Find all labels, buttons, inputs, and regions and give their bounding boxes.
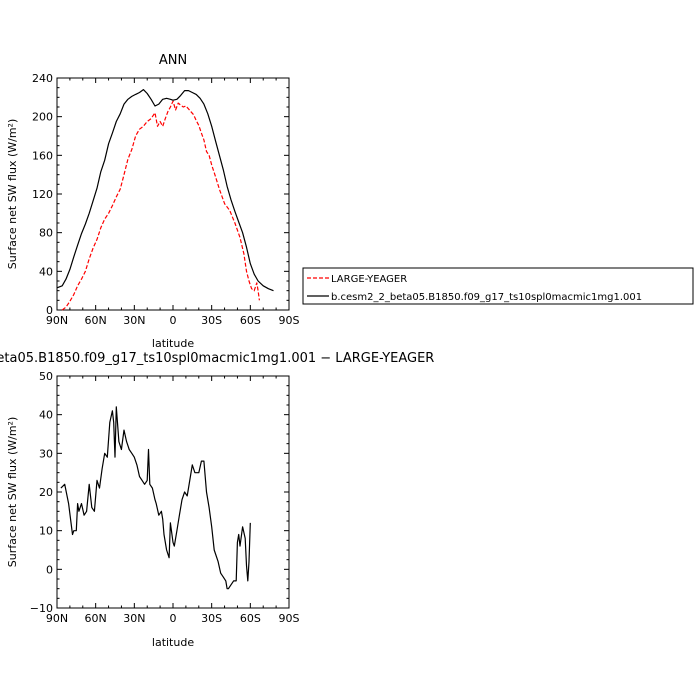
- y-tick-label: −10: [30, 602, 53, 615]
- x-tick-label: 90S: [279, 612, 300, 625]
- chart-top-y-tick-labels: 0 40 80 120 160 200 240: [32, 72, 53, 317]
- x-tick-label: 60N: [85, 612, 107, 625]
- chart-top-y-axis-label: Surface net SW flux (W/m²): [6, 119, 19, 270]
- chart-bottom-title: b.cesm2_2_beta05.B1850.f09_g17_ts10spl0m…: [0, 351, 434, 366]
- legend-label-cesm: b.cesm2_2_beta05.B1850.f09_g17_ts10spl0m…: [331, 292, 642, 303]
- chart-top-x-axis-label: latitude: [152, 337, 194, 350]
- chart-bottom-ticks: [56, 375, 290, 609]
- x-tick-label: 30N: [123, 612, 145, 625]
- chart-bottom-plot-frame: [56, 375, 290, 609]
- y-tick-label: 120: [32, 188, 53, 201]
- series-line-large-yeager: [61, 100, 260, 311]
- chart-bottom: b.cesm2_2_beta05.B1850.f09_g17_ts10spl0m…: [0, 351, 434, 649]
- x-tick-label: 0: [170, 314, 177, 327]
- y-tick-label: 10: [39, 525, 53, 538]
- x-tick-label: 0: [170, 612, 177, 625]
- x-tick-label: 90N: [46, 612, 68, 625]
- chart-bottom-y-axis-label: Surface net SW flux (W/m²): [6, 417, 19, 568]
- x-tick-label: 60S: [240, 314, 261, 327]
- y-tick-label: 0: [46, 304, 53, 317]
- chart-top-title: ANN: [159, 53, 187, 68]
- y-tick-label: 200: [32, 111, 53, 124]
- x-tick-label: 30S: [201, 612, 222, 625]
- y-tick-label: 80: [39, 227, 53, 240]
- legend-label-large-yeager: LARGE-YEAGER: [331, 274, 407, 285]
- y-tick-label: 160: [32, 149, 53, 162]
- y-tick-label: 20: [39, 486, 53, 499]
- y-tick-label: 40: [39, 265, 53, 278]
- legend-box: [302, 267, 694, 305]
- series-line-difference: [60, 406, 251, 590]
- y-tick-label: 50: [39, 370, 53, 383]
- y-tick-label: 30: [39, 447, 53, 460]
- chart-bottom-x-tick-labels: 90N 60N 30N 0 30S 60S 90S: [46, 612, 300, 625]
- chart-bottom-y-tick-labels: −10 0 10 20 30 40 50: [30, 370, 53, 615]
- y-tick-label: 240: [32, 72, 53, 85]
- x-tick-label: 60S: [240, 612, 261, 625]
- chart-top-series: [56, 89, 274, 311]
- x-tick-label: 90S: [279, 314, 300, 327]
- x-tick-label: 60N: [85, 314, 107, 327]
- chart-top-x-tick-labels: 90N 60N 30N 0 30S 60S 90S: [46, 314, 300, 327]
- chart-bottom-x-axis-label: latitude: [152, 636, 194, 649]
- y-tick-label: 0: [46, 563, 53, 576]
- series-line-b-cesm2-2-beta05-b1850-f09-g17-ts10spl0macmic1mg1-001: [56, 89, 274, 292]
- chart-bottom-series: [60, 406, 251, 590]
- x-tick-label: 30S: [201, 314, 222, 327]
- y-tick-label: 40: [39, 409, 53, 422]
- x-tick-label: 30N: [123, 314, 145, 327]
- legend: LARGE-YEAGER b.cesm2_2_beta05.B1850.f09_…: [302, 267, 694, 305]
- x-tick-label: 90N: [46, 314, 68, 327]
- chart-top-ticks: [56, 77, 290, 311]
